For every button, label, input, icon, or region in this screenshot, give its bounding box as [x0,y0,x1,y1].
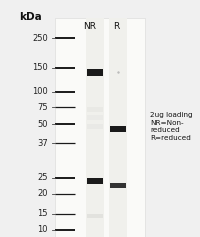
Text: kDa: kDa [19,12,41,22]
Text: 250: 250 [32,33,48,42]
Text: R: R [113,22,119,31]
Text: 20: 20 [38,190,48,199]
Text: 37: 37 [37,138,48,147]
Text: 15: 15 [38,210,48,219]
Text: 75: 75 [37,102,48,111]
Text: 10: 10 [38,225,48,234]
Bar [86,18,104,237]
Bar [55,18,145,237]
Text: 25: 25 [38,173,48,182]
Text: 100: 100 [32,87,48,96]
Text: 150: 150 [32,64,48,73]
Text: 50: 50 [38,119,48,128]
Text: NR: NR [84,22,96,31]
Bar [109,18,127,237]
Text: 2ug loading
NR=Non-
reduced
R=reduced: 2ug loading NR=Non- reduced R=reduced [150,112,193,141]
